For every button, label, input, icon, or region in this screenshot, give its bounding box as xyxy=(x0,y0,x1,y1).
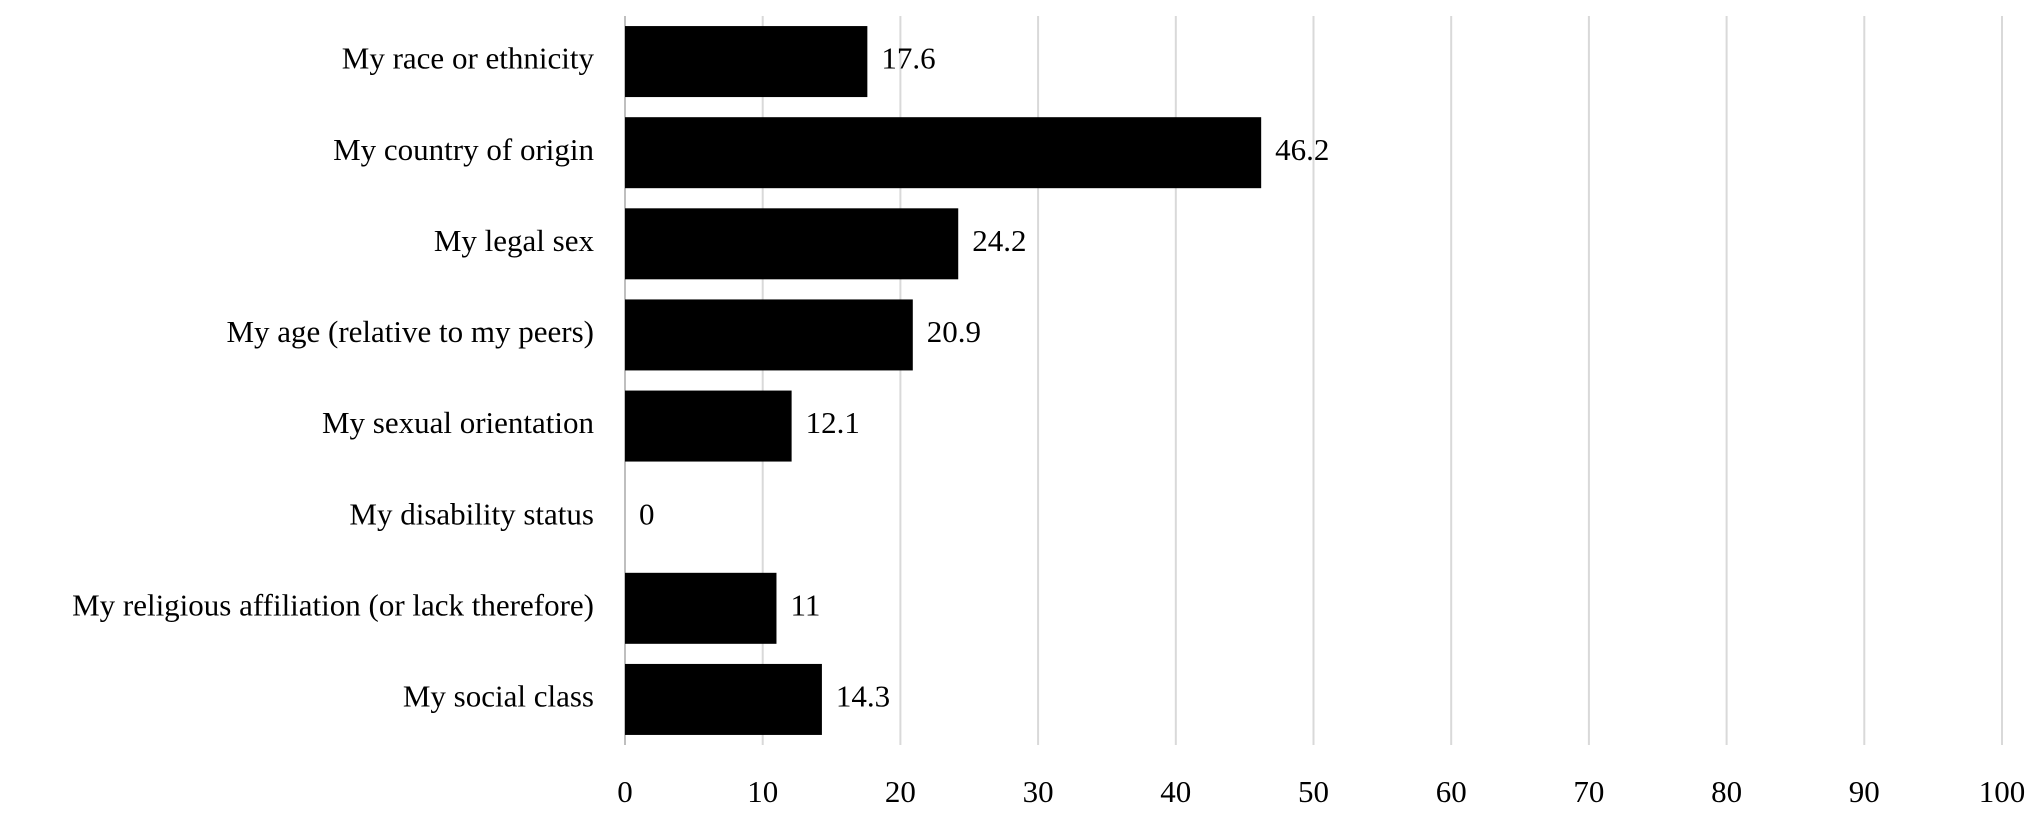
bar xyxy=(625,663,822,735)
bar xyxy=(625,299,913,371)
bar xyxy=(625,208,959,280)
y-tick-label: My country of origin xyxy=(333,132,594,167)
y-tick-label: My age (relative to my peers) xyxy=(226,314,594,349)
x-tick-label: 0 xyxy=(617,774,633,809)
data-label: 17.6 xyxy=(881,41,935,76)
x-tick-label: 10 xyxy=(747,774,778,809)
x-tick-label: 50 xyxy=(1298,774,1329,809)
y-tick-label: My social class xyxy=(403,679,594,714)
data-label: 14.3 xyxy=(836,679,890,714)
bar xyxy=(625,117,1262,189)
x-tick-label: 80 xyxy=(1711,774,1742,809)
y-tick-label: My sexual orientation xyxy=(322,405,595,440)
bar xyxy=(625,26,868,98)
x-tick-label: 60 xyxy=(1436,774,1467,809)
y-tick-label: My race or ethnicity xyxy=(342,41,595,76)
x-tick-label: 90 xyxy=(1849,774,1880,809)
x-tick-label: 40 xyxy=(1160,774,1191,809)
y-tick-label: My legal sex xyxy=(434,223,595,258)
data-label: 24.2 xyxy=(972,223,1026,258)
x-tick-label: 100 xyxy=(1979,774,2026,809)
x-tick-label: 30 xyxy=(1023,774,1054,809)
x-tick-label: 20 xyxy=(885,774,916,809)
data-label: 12.1 xyxy=(806,405,860,440)
data-label: 0 xyxy=(639,496,655,531)
y-tick-label: My disability status xyxy=(349,496,594,531)
x-tick-label: 70 xyxy=(1573,774,1604,809)
data-label: 20.9 xyxy=(927,314,981,349)
data-label: 46.2 xyxy=(1275,132,1329,167)
bar xyxy=(625,390,792,462)
data-label: 11 xyxy=(790,587,820,622)
bar xyxy=(625,572,777,644)
y-tick-label: My religious affiliation (or lack theref… xyxy=(72,587,594,622)
